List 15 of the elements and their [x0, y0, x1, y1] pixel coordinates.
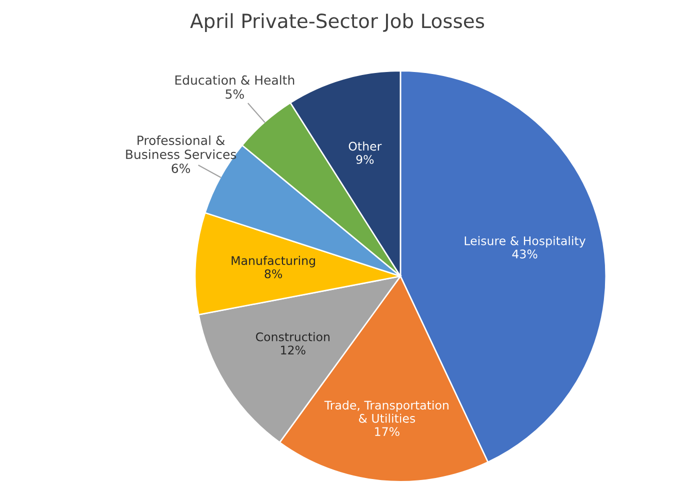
data-label: 12% — [281, 346, 306, 355]
data-label: 8% — [264, 269, 282, 278]
chart-title: April Private-Sector Job Losses — [190, 13, 484, 32]
data-label: 6% — [172, 164, 190, 174]
slice-label: Leisure & Hospitality — [464, 236, 586, 248]
slice-label: Education & Health — [175, 75, 294, 85]
slice-label: Manufacturing — [232, 256, 315, 268]
slice-label: Other — [348, 142, 382, 151]
data-label: 17% — [375, 427, 400, 436]
slice-label: Professional & Business Services — [126, 135, 236, 160]
data-label: 43% — [512, 250, 538, 258]
slice-label: Trade, Transportation & Utilities — [324, 400, 448, 423]
data-label: 5% — [226, 89, 244, 99]
slice-label: Construction — [256, 332, 330, 342]
data-label: 9% — [356, 154, 374, 164]
